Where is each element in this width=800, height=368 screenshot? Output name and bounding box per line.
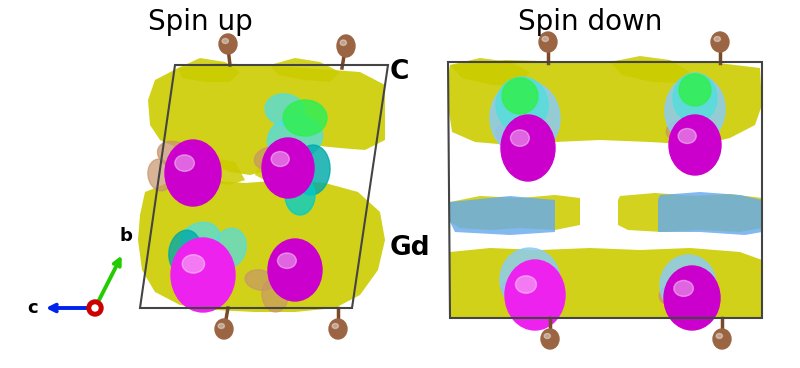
Text: c: c bbox=[28, 299, 38, 317]
Ellipse shape bbox=[542, 36, 549, 42]
Ellipse shape bbox=[340, 40, 346, 46]
Ellipse shape bbox=[268, 239, 322, 301]
Ellipse shape bbox=[502, 280, 529, 300]
Polygon shape bbox=[610, 56, 690, 83]
Ellipse shape bbox=[500, 248, 560, 312]
Ellipse shape bbox=[262, 278, 288, 312]
Ellipse shape bbox=[505, 260, 565, 330]
Ellipse shape bbox=[668, 275, 708, 319]
Ellipse shape bbox=[508, 271, 552, 319]
Ellipse shape bbox=[659, 285, 685, 305]
Polygon shape bbox=[255, 155, 310, 185]
Ellipse shape bbox=[283, 100, 327, 136]
Ellipse shape bbox=[515, 276, 537, 293]
Ellipse shape bbox=[278, 160, 302, 190]
Ellipse shape bbox=[665, 75, 725, 145]
Ellipse shape bbox=[148, 159, 172, 191]
Circle shape bbox=[92, 305, 98, 311]
Ellipse shape bbox=[678, 128, 696, 144]
Ellipse shape bbox=[337, 35, 355, 57]
Ellipse shape bbox=[158, 141, 193, 169]
Text: b: b bbox=[119, 227, 133, 245]
Ellipse shape bbox=[245, 270, 275, 290]
Ellipse shape bbox=[188, 252, 232, 284]
Text: Gd: Gd bbox=[390, 235, 430, 261]
Ellipse shape bbox=[222, 39, 229, 43]
Ellipse shape bbox=[215, 319, 233, 339]
Polygon shape bbox=[270, 58, 340, 82]
Ellipse shape bbox=[673, 73, 717, 123]
Ellipse shape bbox=[664, 266, 720, 330]
Polygon shape bbox=[178, 58, 240, 82]
Text: a: a bbox=[92, 303, 98, 313]
Polygon shape bbox=[658, 192, 762, 235]
Ellipse shape bbox=[490, 80, 560, 156]
Ellipse shape bbox=[285, 175, 315, 215]
Ellipse shape bbox=[254, 146, 286, 169]
Ellipse shape bbox=[679, 74, 711, 106]
Ellipse shape bbox=[660, 255, 716, 315]
Ellipse shape bbox=[510, 130, 530, 146]
Ellipse shape bbox=[214, 228, 246, 268]
Ellipse shape bbox=[496, 77, 548, 133]
Ellipse shape bbox=[674, 280, 694, 296]
Ellipse shape bbox=[265, 94, 305, 126]
Ellipse shape bbox=[169, 230, 202, 274]
Ellipse shape bbox=[174, 155, 194, 171]
Ellipse shape bbox=[271, 152, 290, 166]
Text: Spin down: Spin down bbox=[518, 8, 662, 36]
Ellipse shape bbox=[219, 34, 237, 54]
Ellipse shape bbox=[501, 115, 555, 181]
Ellipse shape bbox=[495, 124, 525, 146]
Ellipse shape bbox=[512, 289, 544, 321]
Polygon shape bbox=[618, 193, 762, 232]
Ellipse shape bbox=[541, 329, 559, 349]
Ellipse shape bbox=[332, 323, 338, 329]
Ellipse shape bbox=[267, 116, 322, 160]
Ellipse shape bbox=[262, 138, 314, 198]
Ellipse shape bbox=[294, 145, 330, 195]
Polygon shape bbox=[138, 180, 385, 312]
Ellipse shape bbox=[218, 323, 225, 329]
Ellipse shape bbox=[666, 120, 694, 140]
Ellipse shape bbox=[714, 36, 721, 42]
Polygon shape bbox=[450, 195, 580, 230]
Ellipse shape bbox=[669, 115, 721, 175]
Ellipse shape bbox=[182, 255, 205, 273]
Polygon shape bbox=[450, 196, 555, 235]
Text: Spin up: Spin up bbox=[148, 8, 252, 36]
Polygon shape bbox=[196, 158, 245, 185]
Text: C: C bbox=[390, 59, 410, 85]
Ellipse shape bbox=[171, 238, 235, 312]
Polygon shape bbox=[450, 58, 530, 85]
Ellipse shape bbox=[711, 32, 729, 52]
Ellipse shape bbox=[181, 222, 219, 254]
Polygon shape bbox=[148, 63, 385, 175]
Ellipse shape bbox=[539, 32, 557, 52]
Ellipse shape bbox=[713, 329, 731, 349]
Polygon shape bbox=[450, 248, 762, 318]
Ellipse shape bbox=[544, 333, 550, 339]
Ellipse shape bbox=[278, 253, 296, 268]
Ellipse shape bbox=[502, 78, 538, 114]
Ellipse shape bbox=[329, 319, 347, 339]
Circle shape bbox=[87, 300, 103, 316]
Ellipse shape bbox=[165, 140, 221, 206]
Ellipse shape bbox=[674, 293, 702, 323]
Ellipse shape bbox=[716, 333, 722, 339]
Polygon shape bbox=[448, 60, 762, 145]
